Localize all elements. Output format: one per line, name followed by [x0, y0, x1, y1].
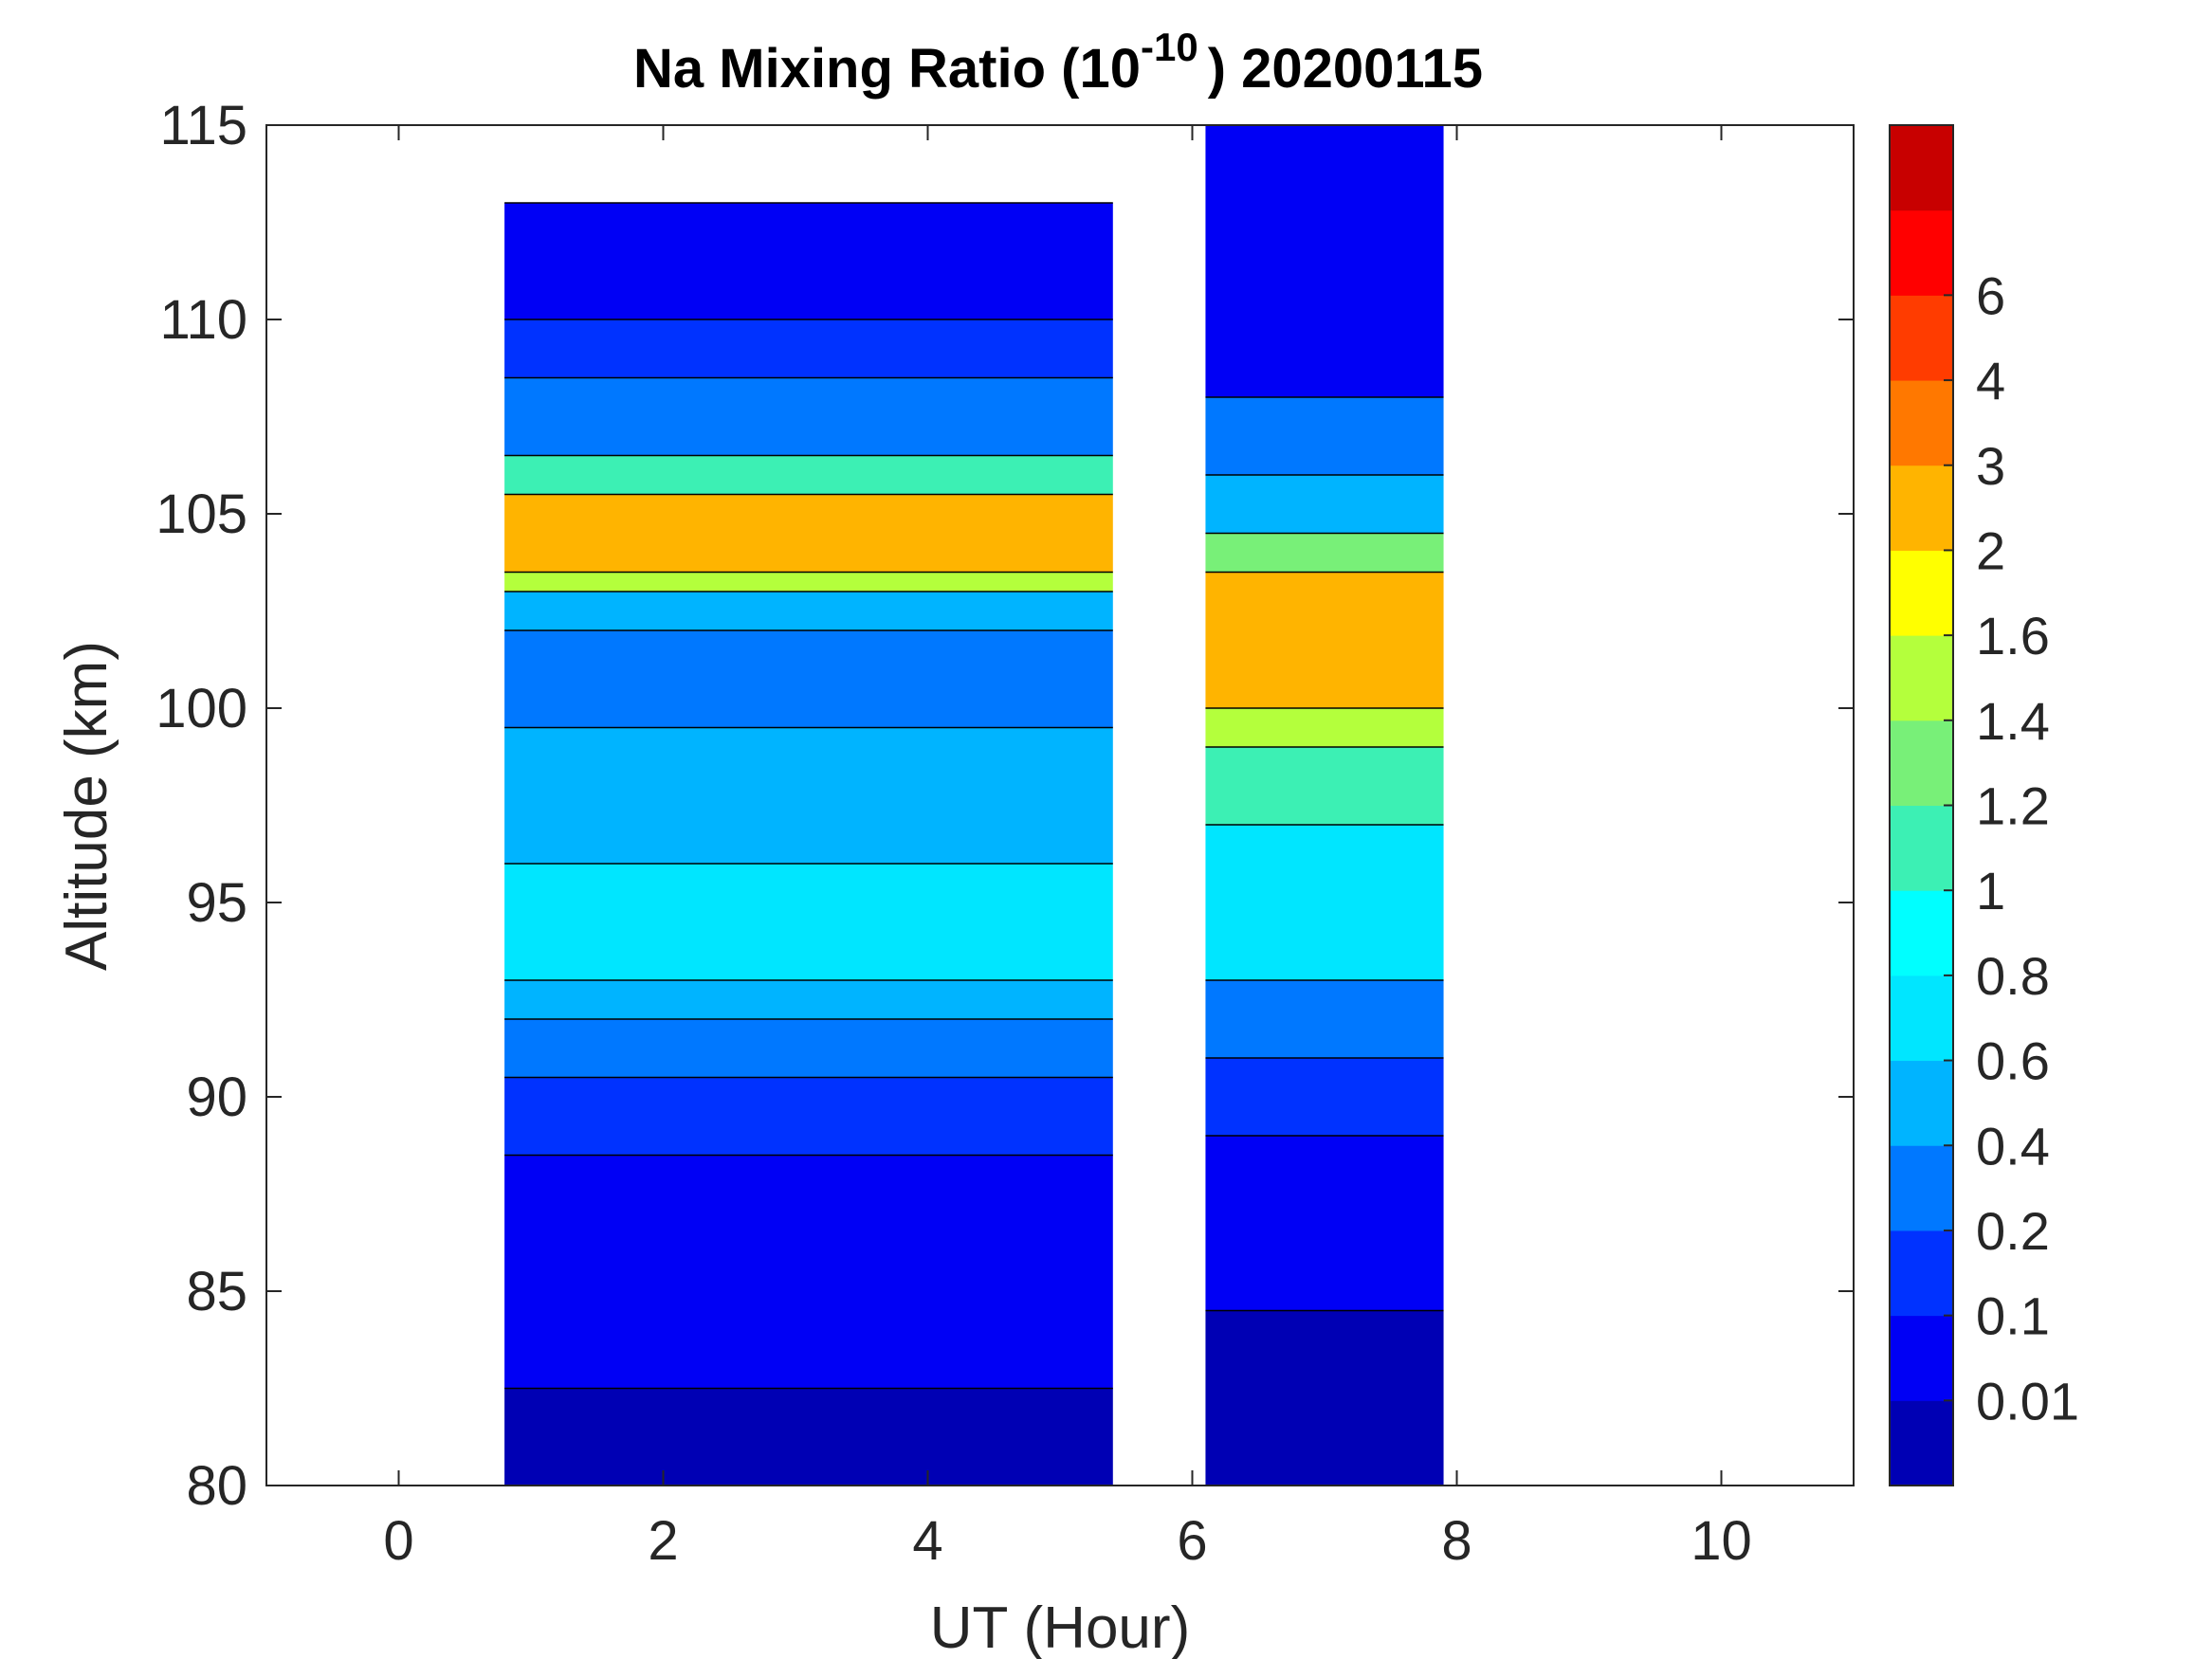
x-axis-title: UT (Hour) — [930, 1595, 1190, 1659]
colorbar-swatch-5 — [1890, 1060, 1953, 1146]
contour-band-2-10 — [1205, 475, 1444, 534]
contour-band-1-8 — [504, 630, 1113, 728]
colorbar-tick-label: 0.1 — [1976, 1286, 2050, 1346]
colorbar-swatch-13 — [1890, 380, 1953, 466]
contour-band-2-7 — [1205, 708, 1444, 747]
contour-band-2-1 — [1205, 1310, 1444, 1486]
x-tick-label: 0 — [383, 1510, 413, 1572]
contour-band-2-8 — [1205, 572, 1444, 708]
colorbar-tick-label: 2 — [1976, 520, 2005, 580]
contour-band-1-10 — [504, 572, 1113, 592]
x-tick-label: 10 — [1691, 1510, 1752, 1572]
contour-band-1-11 — [504, 494, 1113, 573]
contour-band-1-2 — [504, 1155, 1113, 1389]
chart-title-main: Na Mixing Ratio (10 — [633, 38, 1141, 100]
x-axis-ticks: 0 2 4 6 8 10 — [383, 125, 1752, 1572]
contour-band-2-2 — [1205, 1136, 1444, 1311]
y-tick-label: 115 — [160, 95, 247, 156]
colorbar-swatch-6 — [1890, 975, 1953, 1062]
y-tick-label: 95 — [186, 872, 247, 934]
colorbar-swatch-8 — [1890, 805, 1953, 891]
colorbar-tick-label: 0.6 — [1976, 1031, 2050, 1091]
colorbar-tick-label: 4 — [1976, 351, 2005, 410]
colorbar-swatch-11 — [1890, 550, 1953, 636]
colorbar: 0.01 0.1 0.2 0.4 0.6 0.8 1 1.2 1.4 1.6 2 3 4 6 — [1889, 124, 2079, 1486]
contour-band-1-3 — [504, 1077, 1113, 1156]
colorbar-tick-label: 1.6 — [1976, 606, 2050, 665]
colorbar-tick-label: 0.2 — [1976, 1201, 2050, 1261]
contour-band-2-5 — [1205, 825, 1444, 980]
y-axis-ticks: 80 85 90 95 100 105 110 115 — [155, 95, 1854, 1517]
x-tick-label: 6 — [1177, 1510, 1207, 1572]
contour-band-1-13 — [504, 377, 1113, 456]
contour-band-1-14 — [504, 319, 1113, 378]
contour-band-1-12 — [504, 455, 1113, 495]
contour-band-2-9 — [1205, 533, 1444, 573]
colorbar-swatches — [1890, 125, 1953, 1486]
y-tick-label: 80 — [186, 1455, 247, 1517]
contour-lines — [504, 124, 1444, 1390]
y-tick-label: 105 — [155, 483, 247, 545]
colorbar-tick-label: 0.4 — [1976, 1116, 2050, 1176]
y-tick-label: 110 — [160, 289, 247, 351]
colorbar-swatch-16 — [1890, 125, 1953, 211]
colorbar-swatch-2 — [1890, 1315, 1953, 1401]
colorbar-swatch-12 — [1890, 465, 1953, 551]
colorbar-tick-label: 1.2 — [1976, 776, 2050, 836]
contour-band-1-15 — [504, 203, 1113, 319]
y-tick-label: 100 — [155, 678, 247, 739]
contour-band-1-4 — [504, 1019, 1113, 1078]
contour-band-2-6 — [1205, 747, 1444, 825]
plot-frame — [265, 124, 1855, 1486]
colorbar-swatch-3 — [1890, 1230, 1953, 1317]
colorbar-swatch-4 — [1890, 1145, 1953, 1231]
contour-band-2-11 — [1205, 397, 1444, 475]
colorbar-swatch-7 — [1890, 890, 1953, 976]
colorbar-tick-label: 1 — [1976, 861, 2005, 921]
colorbar-tick-label: 0.01 — [1976, 1371, 2079, 1431]
x-tick-label: 2 — [648, 1510, 678, 1572]
colorbar-tick-label: 0.8 — [1976, 946, 2050, 1006]
colorbar-swatch-10 — [1890, 635, 1953, 721]
plot-area: 0 2 4 6 8 10 80 85 90 95 100 105 110 115 — [155, 95, 1855, 1572]
y-axis-title: Altitude (km) — [54, 641, 119, 971]
contour-band-2-12 — [1205, 125, 1444, 397]
y-tick-label: 85 — [186, 1261, 247, 1322]
colorbar-swatch-1 — [1890, 1400, 1953, 1486]
colorbar-swatch-15 — [1890, 210, 1953, 296]
contour-band-2-3 — [1205, 1058, 1444, 1136]
x-tick-label: 8 — [1441, 1510, 1472, 1572]
contour-band-1-1 — [504, 1388, 1113, 1486]
contour-band-1-9 — [504, 592, 1113, 630]
colorbar-swatch-14 — [1890, 295, 1953, 381]
chart-title-exponent: -10 — [1141, 25, 1198, 69]
x-tick-label: 4 — [912, 1510, 942, 1572]
contour-band-1-7 — [504, 727, 1113, 864]
y-tick-label: 90 — [186, 1066, 247, 1128]
chart-title-suffix: ) 20200115 — [1208, 38, 1483, 100]
colorbar-ticks: 0.01 0.1 0.2 0.4 0.6 0.8 1 1.2 1.4 1.6 2 3 4 6 — [1944, 265, 2079, 1431]
colorbar-tick-label: 3 — [1976, 436, 2005, 496]
colorbar-tick-label: 1.4 — [1976, 691, 2050, 751]
contour-band-2-4 — [1205, 980, 1444, 1058]
contour-fills — [504, 125, 1444, 1486]
chart-title: Na Mixing Ratio (10-10) 20200115 — [633, 25, 1483, 100]
contour-band-1-6 — [504, 864, 1113, 980]
contour-band-1-5 — [504, 980, 1113, 1019]
colorbar-swatch-9 — [1890, 720, 1953, 806]
colorbar-tick-label: 6 — [1976, 265, 2005, 325]
